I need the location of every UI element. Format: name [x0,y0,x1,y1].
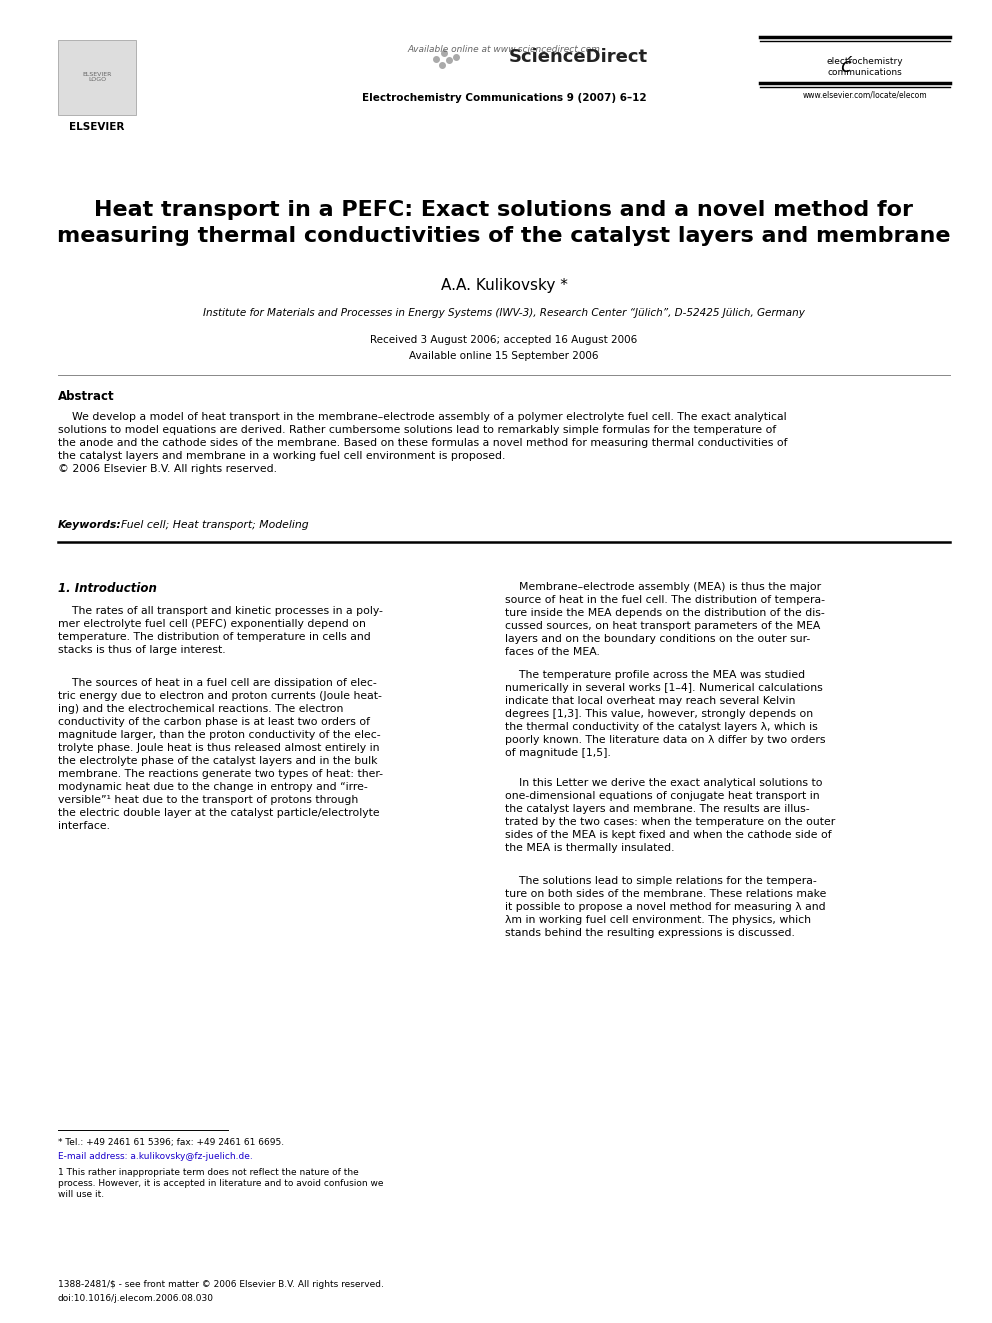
Text: www.elsevier.com/locate/elecom: www.elsevier.com/locate/elecom [803,91,928,101]
Text: 1 This rather inappropriate term does not reflect the nature of the
process. How: 1 This rather inappropriate term does no… [58,1168,384,1199]
Text: We develop a model of heat transport in the membrane–electrode assembly of a pol: We develop a model of heat transport in … [58,411,788,474]
Text: The sources of heat in a fuel cell are dissipation of elec-
tric energy due to e: The sources of heat in a fuel cell are d… [58,677,383,831]
Text: Abstract: Abstract [58,390,115,404]
Text: 1. Introduction: 1. Introduction [58,582,157,595]
Text: Received 3 August 2006; accepted 16 August 2006: Received 3 August 2006; accepted 16 Augu… [370,335,638,345]
Text: Electrochemistry Communications 9 (2007) 6–12: Electrochemistry Communications 9 (2007)… [362,93,647,103]
Text: ELSEVIER: ELSEVIER [69,122,125,132]
Text: measuring thermal conductivities of the catalyst layers and membrane: measuring thermal conductivities of the … [58,226,950,246]
Text: A.A. Kulikovsky *: A.A. Kulikovsky * [440,278,567,292]
Text: The temperature profile across the MEA was studied
numerically in several works : The temperature profile across the MEA w… [505,669,825,758]
Text: The solutions lead to simple relations for the tempera-
ture on both sides of th: The solutions lead to simple relations f… [505,876,826,938]
Text: ScienceDirect: ScienceDirect [509,48,648,66]
Text: Membrane–electrode assembly (MEA) is thus the major
source of heat in the fuel c: Membrane–electrode assembly (MEA) is thu… [505,582,825,658]
Text: Institute for Materials and Processes in Energy Systems (IWV-3), Research Center: Institute for Materials and Processes in… [203,308,805,318]
Text: Available online at www.sciencedirect.com: Available online at www.sciencedirect.co… [408,45,600,54]
Text: E-mail address: a.kulikovsky@fz-juelich.de.: E-mail address: a.kulikovsky@fz-juelich.… [58,1152,253,1162]
Text: Fuel cell; Heat transport; Modeling: Fuel cell; Heat transport; Modeling [114,520,309,531]
Text: doi:10.1016/j.elecom.2006.08.030: doi:10.1016/j.elecom.2006.08.030 [58,1294,214,1303]
Text: ć: ć [839,57,850,75]
Text: In this Letter we derive the exact analytical solutions to
one-dimensional equat: In this Letter we derive the exact analy… [505,778,835,853]
Text: * Tel.: +49 2461 61 5396; fax: +49 2461 61 6695.: * Tel.: +49 2461 61 5396; fax: +49 2461 … [58,1138,284,1147]
Text: 1388-2481/$ - see front matter © 2006 Elsevier B.V. All rights reserved.: 1388-2481/$ - see front matter © 2006 El… [58,1279,384,1289]
Text: ELSEVIER
LOGO: ELSEVIER LOGO [82,71,112,82]
Text: Keywords:: Keywords: [58,520,122,531]
Text: The rates of all transport and kinetic processes in a poly-
mer electrolyte fuel: The rates of all transport and kinetic p… [58,606,383,655]
Text: Heat transport in a PEFC: Exact solutions and a novel method for: Heat transport in a PEFC: Exact solution… [94,200,914,220]
Text: Available online 15 September 2006: Available online 15 September 2006 [410,351,599,361]
Bar [58,40,136,115]
Text: electrochemistry: electrochemistry [826,57,904,66]
Text: communications: communications [827,67,903,77]
